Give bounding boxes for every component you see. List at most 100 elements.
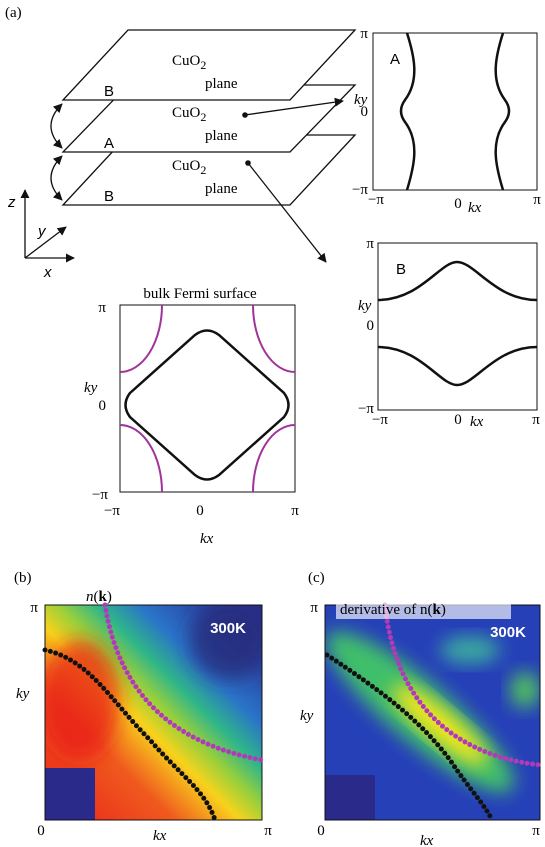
tick-label: π [533,192,541,208]
tick-label: π [532,823,540,839]
layer-letter: B [104,188,114,205]
title-part: ( [94,589,99,605]
fermi-surface [119,424,163,493]
layer-letter: B [104,83,114,100]
coldspot [190,605,262,680]
tick-label: −π [352,182,368,198]
tick-label: π [30,600,38,616]
tick-label: π [264,823,272,839]
frame [44,604,263,821]
fermi-surface [377,345,538,387]
title-part: ( [427,602,432,618]
interlayer-arrow [50,103,63,149]
tick-label: 0 [367,318,375,334]
formula-subscript: 2 [200,58,206,72]
tick-label: π [291,503,299,519]
tick-label: −π [92,487,108,503]
axis-label: ky [358,298,372,314]
heatmap [45,605,262,820]
title-part: derivative of n [340,602,428,618]
axis-label: x [43,264,52,281]
axis-label: ky [84,380,98,396]
fermi-surface [494,32,511,191]
frame [372,32,538,191]
fermi-surface [377,260,538,302]
tick-label: 0 [99,398,107,414]
frame [377,242,538,411]
layer-formula: CuO2 [172,105,206,124]
fermi-surface [399,32,416,191]
fermi-surface [124,329,290,481]
frame [119,304,296,493]
plane [61,29,357,101]
arrow [244,97,344,116]
axis-label: y [37,223,47,240]
layer-formula: CuO2 [172,53,206,72]
tick-label: 0 [454,412,462,428]
tick-label: −π [372,412,388,428]
tick-label: 0 [37,823,45,839]
tick-label: −π [104,503,120,519]
dotted-curve [42,647,218,823]
interlayer-arrow [50,155,63,201]
axis-label: ky [354,92,368,108]
inset-letter: A [390,51,400,68]
title-part: n [86,589,94,605]
hotspot [45,640,120,760]
panel-label: (b) [14,570,32,586]
tick-label: 0 [196,503,204,519]
panel-label: (a) [5,5,22,21]
panel-label: (c) [308,570,325,586]
axis-label: kx [420,833,434,847]
axis-label: kx [468,200,482,216]
bulk-title: bulk Fermi surface [143,286,257,302]
panel-title: n(k) [86,589,112,605]
title-backdrop [336,597,511,619]
dotted-curve [382,602,543,768]
axis-label: kx [200,531,214,547]
title-part: ) [107,589,112,605]
axis-label: ky [300,708,314,724]
tick-label: −π [368,192,384,208]
axis-label: ky [16,686,30,702]
formula: CuO [172,105,201,121]
layer-word: plane [205,76,238,92]
arrow [247,162,327,263]
formula-subscript: 2 [200,110,206,124]
mask-square [45,768,95,820]
axis-label: kx [470,414,484,430]
tick-label: 0 [317,823,325,839]
formula-subscript: 2 [200,163,206,177]
tick-label: π [360,26,368,42]
layer-word: plane [205,128,238,144]
layer-formula: CuO2 [172,158,206,177]
layer-word: plane [205,181,238,197]
formula: CuO [172,158,201,174]
dotted-curve [102,602,265,763]
plane [61,84,357,153]
tick-label: 0 [361,104,369,120]
tick-label: π [532,412,540,428]
axis-label: kx [153,828,167,844]
ridge [393,684,487,766]
temperature: 300K [210,620,246,637]
tick-label: 0 [454,196,462,212]
axis-label: z [7,194,16,211]
tick-label: π [310,600,318,616]
title-part: ) [441,602,446,618]
fermi-surface [119,304,163,373]
layer-letter: A [104,135,114,152]
tick-label: π [98,300,106,316]
inset-letter: B [396,261,406,278]
fermi-surface [252,424,296,493]
title-part: k [432,602,441,618]
tick-label: π [366,236,374,252]
fermi-surface [252,304,296,373]
blob [440,636,500,664]
mask-square [325,775,375,820]
temperature: 300K [490,624,526,641]
title-part: k [99,589,108,605]
